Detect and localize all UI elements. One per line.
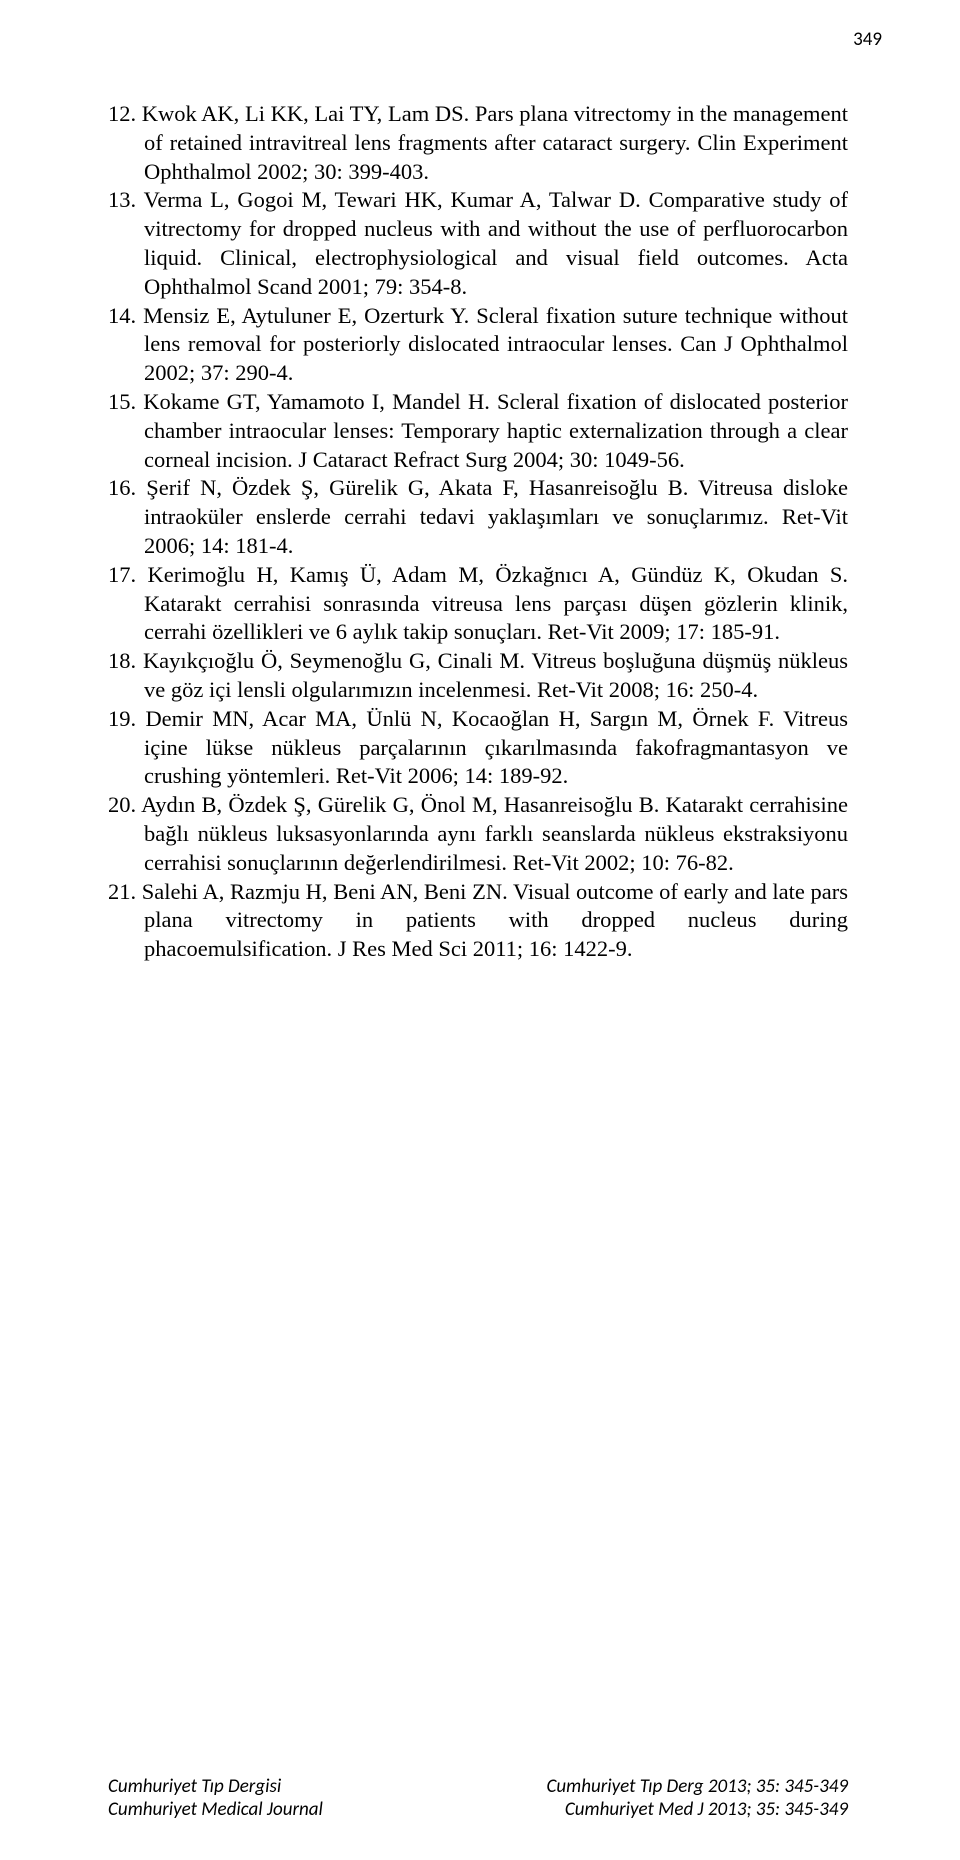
ref-text: Kokame GT, Yamamoto I, Mandel H. Scleral… bbox=[143, 389, 848, 472]
reference-item: 18. Kayıkçıoğlu Ö, Seymenoğlu G, Cinali … bbox=[108, 647, 848, 705]
ref-number: 14. bbox=[108, 303, 136, 328]
reference-item: 17. Kerimoğlu H, Kamış Ü, Adam M, Özkağn… bbox=[108, 561, 848, 647]
ref-number: 12. bbox=[108, 101, 136, 126]
ref-number: 17. bbox=[108, 562, 136, 587]
ref-text: Salehi A, Razmju H, Beni AN, Beni ZN. Vi… bbox=[142, 879, 848, 962]
ref-number: 20. bbox=[108, 792, 136, 817]
ref-number: 18. bbox=[108, 648, 136, 673]
reference-item: 15. Kokame GT, Yamamoto I, Mandel H. Scl… bbox=[108, 388, 848, 474]
footer-citation-en: Cumhuriyet Med J 2013; 35: 345-349 bbox=[565, 1798, 848, 1822]
reference-item: 20. Aydın B, Özdek Ş, Gürelik G, Önol M,… bbox=[108, 791, 848, 877]
ref-number: 13. bbox=[108, 187, 136, 212]
page-footer: Cumhuriyet Tıp Dergisi Cumhuriyet Tıp De… bbox=[108, 1775, 848, 1823]
ref-text: Verma L, Gogoi M, Tewari HK, Kumar A, Ta… bbox=[144, 187, 848, 298]
ref-text: Aydın B, Özdek Ş, Gürelik G, Önol M, Has… bbox=[141, 792, 848, 875]
reference-item: 19. Demir MN, Acar MA, Ünlü N, Kocaoğlan… bbox=[108, 705, 848, 791]
ref-text: Kwok AK, Li KK, Lai TY, Lam DS. Pars pla… bbox=[142, 101, 848, 184]
ref-text: Mensiz E, Aytuluner E, Ozerturk Y. Scler… bbox=[143, 303, 848, 386]
reference-item: 12. Kwok AK, Li KK, Lai TY, Lam DS. Pars… bbox=[108, 100, 848, 186]
footer-row: Cumhuriyet Tıp Dergisi Cumhuriyet Tıp De… bbox=[108, 1775, 848, 1799]
ref-number: 21. bbox=[108, 879, 136, 904]
references-list: 12. Kwok AK, Li KK, Lai TY, Lam DS. Pars… bbox=[108, 100, 848, 964]
ref-text: Demir MN, Acar MA, Ünlü N, Kocaoğlan H, … bbox=[144, 706, 848, 789]
ref-number: 19. bbox=[108, 706, 136, 731]
ref-number: 15. bbox=[108, 389, 136, 414]
reference-item: 14. Mensiz E, Aytuluner E, Ozerturk Y. S… bbox=[108, 302, 848, 388]
footer-journal-en: Cumhuriyet Medical Journal bbox=[108, 1798, 323, 1822]
footer-citation-tr: Cumhuriyet Tıp Derg 2013; 35: 345-349 bbox=[546, 1775, 848, 1799]
footer-journal-tr: Cumhuriyet Tıp Dergisi bbox=[108, 1775, 281, 1799]
references-section: 12. Kwok AK, Li KK, Lai TY, Lam DS. Pars… bbox=[108, 100, 848, 964]
ref-text: Kayıkçıoğlu Ö, Seymenoğlu G, Cinali M. V… bbox=[143, 648, 848, 702]
ref-text: Şerif N, Özdek Ş, Gürelik G, Akata F, Ha… bbox=[144, 475, 848, 558]
footer-row: Cumhuriyet Medical Journal Cumhuriyet Me… bbox=[108, 1798, 848, 1822]
ref-number: 16. bbox=[108, 475, 136, 500]
page-number: 349 bbox=[853, 28, 882, 51]
reference-item: 21. Salehi A, Razmju H, Beni AN, Beni ZN… bbox=[108, 878, 848, 964]
reference-item: 13. Verma L, Gogoi M, Tewari HK, Kumar A… bbox=[108, 186, 848, 301]
reference-item: 16. Şerif N, Özdek Ş, Gürelik G, Akata F… bbox=[108, 474, 848, 560]
ref-text: Kerimoğlu H, Kamış Ü, Adam M, Özkağnıcı … bbox=[144, 562, 848, 645]
